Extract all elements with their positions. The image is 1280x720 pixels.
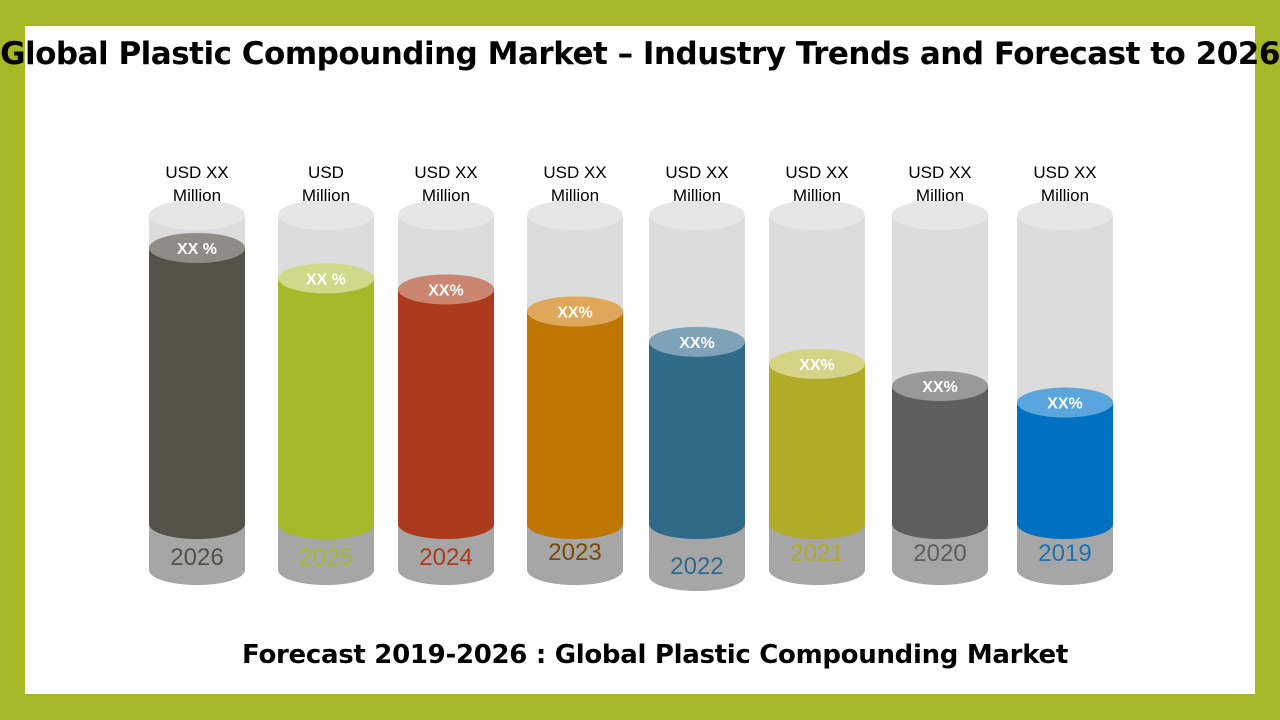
tick-label: 2022: [670, 553, 723, 580]
chart-subtitle: Forecast 2019-2026 : Global Plastic Comp…: [242, 640, 1068, 670]
cylinder-base: [1017, 524, 1113, 585]
cylinder-base: [892, 524, 988, 585]
cylinder-track-top: [149, 200, 245, 230]
value-label: USD XX Million: [665, 163, 728, 205]
chart-title: Global Plastic Compounding Market – Indu…: [0, 36, 1280, 72]
data-label: XX %: [306, 271, 346, 288]
bar: [649, 341, 745, 539]
tick-label: 2025: [299, 544, 352, 571]
cylinder-base: [149, 524, 245, 585]
tick-label: 2026: [170, 544, 223, 571]
bar: [149, 248, 245, 539]
cylinder-track-top: [278, 200, 374, 230]
bar-top: [149, 233, 245, 263]
value-label: USD XX Million: [908, 163, 971, 205]
cylinder-track-top: [398, 200, 494, 230]
tick-label: 2024: [419, 544, 472, 571]
value-label: USD XX Million: [165, 163, 228, 205]
cylinder-base: [527, 524, 623, 585]
cylinder-track-top: [527, 200, 623, 230]
tick-label: 2023: [548, 539, 601, 566]
bar-top: [892, 371, 988, 401]
bar: [278, 278, 374, 539]
bar-top: [1017, 387, 1113, 418]
cylinder-track-top: [892, 200, 988, 230]
tick-label: 2019: [1038, 540, 1091, 567]
bar-top: [278, 263, 374, 294]
bar: [398, 289, 494, 539]
bar: [769, 363, 865, 539]
data-label: XX%: [428, 282, 464, 299]
tick-label: 2020: [913, 540, 966, 567]
value-label: USD XX Million: [543, 163, 606, 205]
bar-top: [527, 296, 623, 327]
cylinder-base: [769, 524, 865, 585]
bar-top: [649, 326, 745, 357]
value-label: USD Million: [302, 163, 350, 205]
data-label: XX%: [679, 335, 715, 352]
cylinder-base: [398, 524, 494, 585]
cylinder-track-top: [769, 200, 865, 230]
value-label: USD XX Million: [414, 163, 477, 205]
bar-top: [398, 274, 494, 305]
data-label: XX%: [922, 379, 958, 396]
bar: [1017, 402, 1113, 539]
cylinder-track-top: [649, 200, 745, 230]
cylinder-track-top: [1017, 200, 1113, 230]
tick-label: 2021: [790, 540, 843, 567]
data-label: XX%: [799, 357, 835, 374]
bar: [527, 311, 623, 539]
bar: [892, 386, 988, 539]
cylinder-base: [278, 524, 374, 585]
cylinder-base: [649, 524, 745, 591]
data-label: XX%: [557, 304, 593, 321]
data-label: XX %: [177, 241, 217, 258]
value-label: USD XX Million: [1033, 163, 1096, 205]
data-label: XX%: [1047, 396, 1083, 413]
bar-top: [769, 348, 865, 379]
value-label: USD XX Million: [785, 163, 848, 205]
